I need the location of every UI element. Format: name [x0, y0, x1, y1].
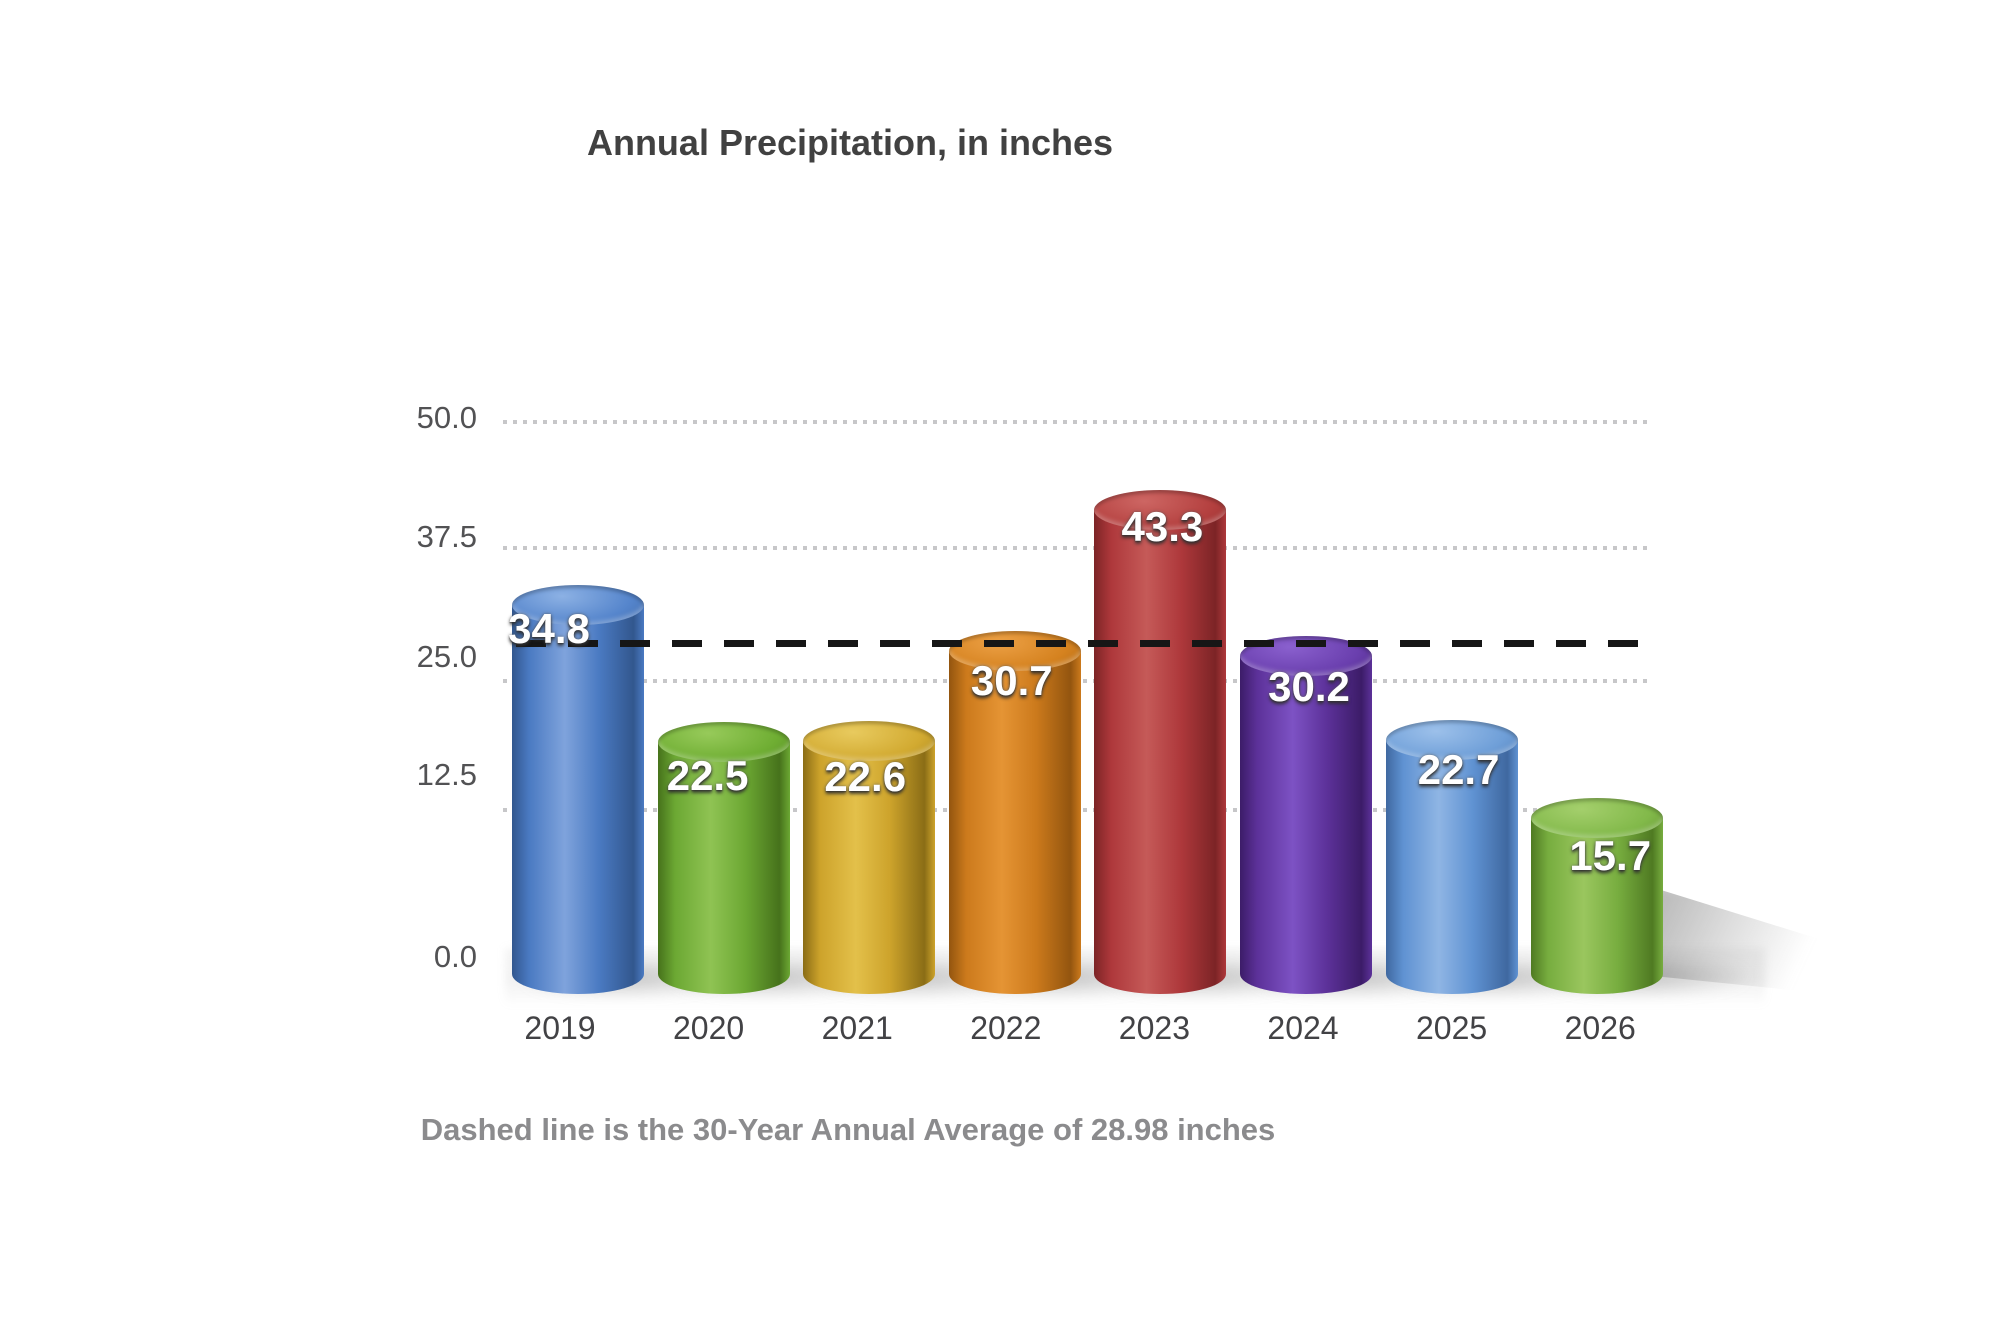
y-tick-label-0.0: 0.0 [433, 939, 477, 974]
y-tick-label-25.0: 25.0 [416, 639, 477, 674]
bar-value-label-2024: 30.2 [1268, 663, 1350, 711]
chart-caption: Dashed line is the 30-Year Annual Averag… [420, 1112, 1276, 1147]
x-tick-label-2026: 2026 [1564, 1010, 1636, 1046]
bar-body-2023 [1094, 510, 1227, 994]
bar-body-2024 [1240, 656, 1372, 994]
bar-body-2025 [1385, 739, 1518, 994]
gridline-37.5 [503, 546, 1652, 550]
x-tick-label-2025: 2025 [1416, 1010, 1488, 1046]
x-tick-label-2022: 2022 [970, 1010, 1042, 1046]
bar-value-label-2022: 30.7 [970, 656, 1053, 704]
bar-body-2026 [1531, 817, 1664, 994]
bar-top-cap-2020 [657, 722, 790, 763]
bar-body-2021 [803, 741, 936, 994]
x-tick-label-2024: 2024 [1267, 1010, 1339, 1046]
bar-top-cap-2022 [948, 630, 1081, 671]
bar-body-2019 [512, 604, 644, 994]
y-tick-label-50.0: 50.0 [416, 400, 477, 435]
bar-value-label-2026: 15.7 [1569, 831, 1652, 879]
gridline-50.0 [503, 420, 1652, 424]
bar-top-cap-2019 [512, 584, 644, 625]
bar-top-cap-2023 [1094, 490, 1227, 531]
x-tick-label-2023: 2023 [1118, 1010, 1190, 1046]
bar-top-cap-2021 [803, 721, 936, 761]
bar-body-2020 [657, 742, 790, 994]
x-tick-label-2019: 2019 [524, 1010, 596, 1046]
average-reference-dashed-line [516, 640, 1656, 647]
bar-value-label-2019: 34.8 [508, 604, 590, 652]
bar-value-label-2021: 22.6 [824, 753, 907, 800]
x-tick-label-2020: 2020 [673, 1010, 745, 1046]
x-tick-label-2021: 2021 [821, 1010, 893, 1046]
y-tick-label-37.5: 37.5 [416, 519, 477, 554]
bar-top-cap-2025 [1385, 719, 1518, 760]
chart-title: Annual Precipitation, in inches [586, 122, 1114, 163]
y-tick-label-12.5: 12.5 [416, 757, 477, 792]
bar-value-label-2023: 43.3 [1121, 503, 1204, 551]
bar-top-cap-2026 [1531, 797, 1664, 838]
bar-value-label-2025: 22.7 [1417, 745, 1500, 793]
bar-value-label-2020: 22.5 [666, 752, 749, 800]
bar-body-2022 [948, 650, 1081, 994]
